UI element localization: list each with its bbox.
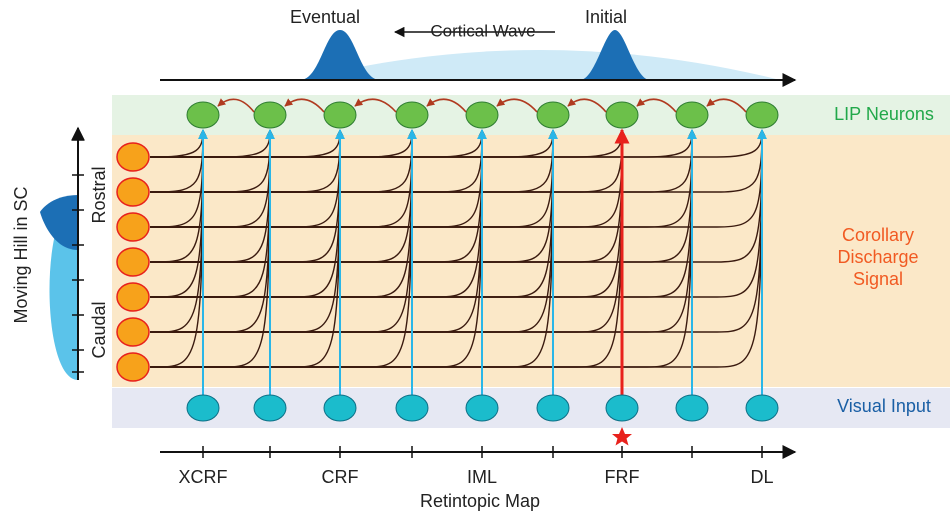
lip-neuron bbox=[745, 101, 779, 129]
sc-title: Moving Hill in SC bbox=[11, 186, 31, 323]
lip-neuron bbox=[186, 101, 220, 129]
sc-neuron bbox=[116, 352, 150, 382]
lip-neuron bbox=[253, 101, 287, 129]
lip-link bbox=[284, 98, 325, 113]
map-label: CRF bbox=[322, 467, 359, 487]
map-label: FRF bbox=[605, 467, 640, 487]
map-label: DL bbox=[750, 467, 773, 487]
lip-label: LIP Neurons bbox=[834, 104, 934, 124]
corollary-line: Signal bbox=[853, 269, 903, 289]
star bbox=[612, 427, 632, 446]
lip-neuron bbox=[465, 101, 499, 129]
visual-neuron bbox=[745, 394, 779, 422]
lip-link bbox=[354, 98, 397, 113]
visual-neuron bbox=[465, 394, 499, 422]
visual-neuron bbox=[186, 394, 220, 422]
sc-neuron bbox=[116, 317, 150, 347]
lip-link bbox=[636, 98, 677, 113]
map-label: IML bbox=[467, 467, 497, 487]
sc-neuron bbox=[116, 247, 150, 277]
lip-neuron bbox=[536, 101, 570, 129]
initial-label: Initial bbox=[585, 7, 627, 27]
lip-link bbox=[496, 98, 538, 113]
lip-link bbox=[426, 98, 467, 113]
visual-neuron bbox=[605, 394, 639, 422]
corollary-line: Discharge bbox=[837, 247, 918, 267]
lip-neuron bbox=[395, 101, 429, 129]
caudal-label: Caudal bbox=[89, 301, 109, 358]
sc-neuron bbox=[116, 282, 150, 312]
lip-neuron bbox=[675, 101, 709, 129]
visual-neuron bbox=[253, 394, 287, 422]
sc-neuron bbox=[116, 142, 150, 172]
lip-band bbox=[112, 95, 950, 135]
map-title: Retintopic Map bbox=[420, 491, 540, 511]
wave-hill bbox=[300, 50, 780, 80]
rostral-label: Rostral bbox=[89, 166, 109, 223]
visual-neuron bbox=[395, 394, 429, 422]
lip-link bbox=[217, 98, 255, 113]
visual-neuron bbox=[536, 394, 570, 422]
map-label: XCRF bbox=[179, 467, 228, 487]
lip-neuron bbox=[323, 101, 357, 129]
sc-neuron bbox=[116, 212, 150, 242]
visual-band bbox=[112, 388, 950, 428]
corollary-line: Corollary bbox=[842, 225, 914, 245]
initial-hill bbox=[580, 30, 650, 80]
sc-hill-peak bbox=[40, 195, 78, 250]
eventual-label: Eventual bbox=[290, 7, 360, 27]
lip-link bbox=[706, 98, 747, 113]
corollary-band bbox=[112, 135, 950, 387]
visual-label: Visual Input bbox=[837, 396, 931, 416]
lip-neuron bbox=[605, 101, 639, 129]
wave-label: Cortical Wave bbox=[430, 21, 535, 40]
visual-neuron bbox=[323, 394, 357, 422]
visual-neuron bbox=[675, 394, 709, 422]
lip-link bbox=[567, 98, 607, 113]
sc-neuron bbox=[116, 177, 150, 207]
eventual-hill bbox=[300, 30, 380, 80]
